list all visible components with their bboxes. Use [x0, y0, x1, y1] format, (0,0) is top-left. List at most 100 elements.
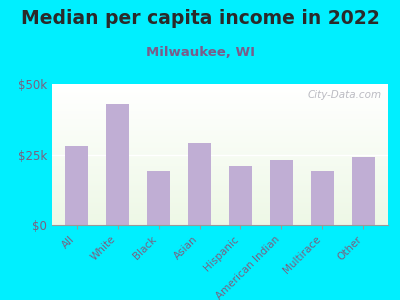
- Bar: [52, 93, 388, 94]
- Bar: [52, 216, 388, 217]
- Bar: [52, 165, 388, 166]
- Bar: [52, 142, 388, 143]
- Bar: [52, 200, 388, 201]
- Bar: [52, 162, 388, 163]
- Bar: [229, 166, 252, 225]
- Bar: [52, 196, 388, 197]
- Bar: [52, 169, 388, 170]
- Bar: [52, 136, 388, 137]
- Bar: [52, 170, 388, 171]
- Bar: [52, 215, 388, 216]
- Bar: [52, 130, 388, 131]
- Bar: [52, 213, 388, 214]
- Bar: [52, 146, 388, 147]
- Bar: [52, 112, 388, 113]
- Bar: [52, 121, 388, 122]
- Bar: [52, 102, 388, 103]
- Bar: [52, 183, 388, 184]
- Bar: [52, 125, 388, 126]
- Bar: [52, 100, 388, 101]
- Bar: [65, 146, 88, 225]
- Bar: [52, 119, 388, 120]
- Bar: [52, 197, 388, 198]
- Bar: [52, 106, 388, 107]
- Bar: [52, 92, 388, 93]
- Bar: [52, 185, 388, 186]
- Bar: [52, 128, 388, 129]
- Bar: [52, 135, 388, 136]
- Bar: [52, 105, 388, 106]
- Bar: [52, 113, 388, 114]
- Bar: [311, 171, 334, 225]
- Bar: [52, 109, 388, 110]
- Bar: [270, 160, 293, 225]
- Bar: [52, 198, 388, 199]
- Bar: [52, 150, 388, 151]
- Bar: [52, 191, 388, 192]
- Bar: [52, 154, 388, 155]
- Bar: [52, 219, 388, 220]
- Bar: [52, 97, 388, 98]
- Bar: [106, 104, 129, 225]
- Bar: [52, 206, 388, 207]
- Bar: [52, 222, 388, 223]
- Bar: [52, 192, 388, 193]
- Bar: [52, 139, 388, 140]
- Bar: [52, 115, 388, 116]
- Bar: [52, 220, 388, 221]
- Bar: [52, 179, 388, 180]
- Bar: [52, 98, 388, 99]
- Bar: [52, 158, 388, 159]
- Text: City-Data.com: City-Data.com: [307, 90, 381, 100]
- Bar: [52, 221, 388, 222]
- Bar: [52, 88, 388, 89]
- Bar: [52, 212, 388, 213]
- Bar: [52, 99, 388, 100]
- Bar: [52, 168, 388, 169]
- Bar: [52, 91, 388, 92]
- Bar: [52, 155, 388, 156]
- Bar: [52, 217, 388, 218]
- Bar: [52, 147, 388, 148]
- Bar: [52, 111, 388, 112]
- Bar: [52, 193, 388, 194]
- Bar: [52, 223, 388, 224]
- Bar: [52, 199, 388, 200]
- Bar: [52, 123, 388, 124]
- Bar: [52, 188, 388, 189]
- Bar: [52, 132, 388, 133]
- Bar: [52, 86, 388, 87]
- Bar: [52, 189, 388, 190]
- Bar: [52, 187, 388, 188]
- Bar: [52, 127, 388, 128]
- Bar: [147, 171, 170, 225]
- Bar: [52, 209, 388, 210]
- Bar: [352, 157, 375, 225]
- Bar: [52, 148, 388, 149]
- Bar: [52, 143, 388, 144]
- Bar: [52, 87, 388, 88]
- Bar: [52, 96, 388, 97]
- Bar: [52, 210, 388, 211]
- Bar: [52, 194, 388, 195]
- Bar: [52, 124, 388, 125]
- Bar: [52, 104, 388, 105]
- Bar: [52, 90, 388, 91]
- Bar: [52, 151, 388, 152]
- Bar: [52, 180, 388, 181]
- Bar: [52, 202, 388, 203]
- Bar: [52, 108, 388, 109]
- Bar: [52, 163, 388, 164]
- Bar: [52, 173, 388, 174]
- Bar: [52, 94, 388, 95]
- Bar: [52, 181, 388, 182]
- Bar: [52, 84, 388, 85]
- Bar: [52, 140, 388, 141]
- Bar: [52, 161, 388, 162]
- Bar: [52, 138, 388, 139]
- Bar: [52, 131, 388, 132]
- Bar: [52, 122, 388, 123]
- Bar: [52, 167, 388, 168]
- Text: Milwaukee, WI: Milwaukee, WI: [146, 46, 254, 59]
- Bar: [52, 85, 388, 86]
